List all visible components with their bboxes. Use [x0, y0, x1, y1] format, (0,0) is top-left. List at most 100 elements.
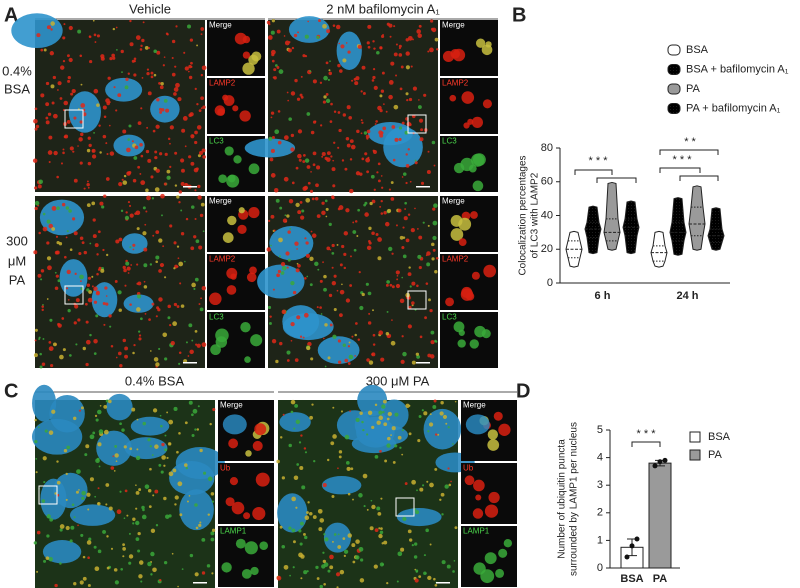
puncta [328, 71, 333, 76]
puncta [458, 238, 467, 246]
puncta [34, 107, 38, 111]
inset-bg [207, 20, 265, 76]
inset: Merge [440, 20, 498, 76]
puncta [65, 525, 70, 531]
puncta [403, 172, 407, 176]
puncta [122, 129, 127, 134]
puncta [142, 206, 146, 210]
puncta [339, 313, 343, 318]
puncta [418, 235, 423, 240]
puncta [77, 145, 79, 147]
puncta [333, 533, 337, 536]
puncta [85, 444, 90, 449]
puncta [435, 256, 439, 260]
puncta [342, 113, 347, 117]
puncta [320, 124, 323, 127]
puncta [39, 365, 43, 369]
puncta [138, 330, 141, 333]
puncta [83, 187, 86, 190]
puncta [184, 182, 188, 185]
inset-label: LAMP2 [442, 255, 469, 264]
puncta [279, 525, 283, 529]
puncta [140, 44, 143, 48]
puncta [270, 111, 275, 115]
puncta [137, 121, 142, 125]
puncta [110, 547, 114, 550]
puncta [271, 338, 277, 344]
puncta [366, 245, 372, 251]
roi-box [64, 285, 84, 305]
puncta [386, 581, 389, 585]
puncta [189, 349, 194, 355]
puncta [275, 359, 279, 364]
puncta [196, 44, 199, 47]
puncta [88, 537, 92, 541]
puncta [380, 357, 385, 362]
puncta [369, 201, 373, 206]
puncta [349, 188, 354, 194]
puncta [136, 307, 141, 312]
puncta [425, 528, 429, 533]
puncta [56, 206, 60, 210]
puncta [163, 56, 166, 58]
puncta [131, 407, 136, 412]
puncta [298, 158, 302, 162]
puncta [238, 207, 245, 214]
puncta [82, 576, 87, 581]
puncta [368, 226, 372, 230]
puncta [91, 275, 94, 278]
roi-box [38, 485, 58, 505]
puncta [273, 76, 277, 80]
puncta [79, 280, 82, 283]
puncta [40, 93, 45, 98]
puncta [333, 110, 337, 113]
puncta [385, 221, 390, 227]
puncta [460, 288, 474, 301]
puncta [141, 77, 144, 79]
puncta [191, 282, 196, 288]
puncta [55, 235, 59, 238]
puncta [343, 231, 349, 236]
puncta [373, 564, 378, 569]
puncta [120, 567, 124, 571]
puncta [108, 124, 111, 127]
puncta [299, 200, 303, 204]
puncta [300, 215, 305, 220]
puncta [172, 468, 177, 473]
puncta [426, 262, 431, 267]
puncta [255, 472, 270, 487]
puncta [178, 432, 181, 435]
puncta [76, 469, 81, 474]
puncta [316, 214, 321, 218]
y-tick-label: 60 [541, 176, 553, 188]
puncta [60, 162, 63, 165]
puncta [144, 223, 147, 226]
puncta [230, 273, 237, 280]
puncta [174, 184, 178, 187]
puncta [277, 269, 281, 274]
puncta [143, 280, 146, 283]
puncta [199, 213, 204, 218]
puncta [249, 266, 257, 275]
puncta [388, 188, 391, 191]
puncta [383, 211, 387, 215]
puncta [295, 506, 298, 509]
row-label: 300 [6, 233, 28, 248]
puncta [200, 107, 203, 110]
puncta [134, 145, 139, 150]
puncta [392, 158, 396, 162]
puncta [292, 540, 296, 544]
puncta [70, 92, 74, 96]
puncta [383, 422, 388, 427]
puncta [178, 201, 181, 204]
puncta [85, 339, 91, 345]
puncta [161, 108, 165, 112]
puncta [152, 129, 156, 133]
puncta [194, 130, 198, 135]
nucleus [323, 522, 352, 553]
puncta [75, 343, 78, 346]
puncta [132, 351, 135, 355]
puncta [82, 555, 86, 559]
puncta [59, 528, 63, 532]
y-axis-label: surrounded by LAMP1 per nucleus [569, 422, 580, 576]
